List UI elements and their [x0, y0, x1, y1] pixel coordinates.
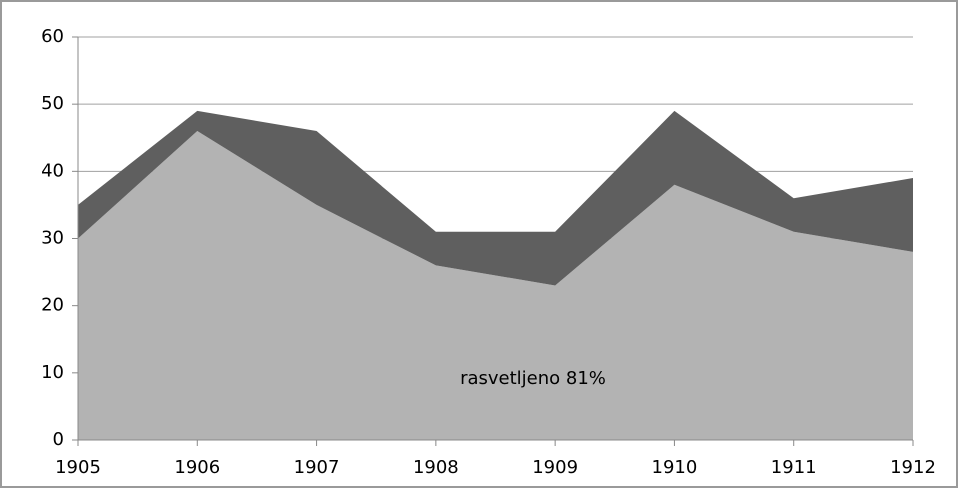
x-tick-label: 1907 [294, 457, 340, 478]
x-tick-label: 1912 [890, 457, 936, 478]
area [78, 131, 913, 441]
x-tick-label: 1908 [413, 457, 459, 478]
y-tick-label: 30 [41, 228, 64, 249]
x-tick-label: 1909 [532, 457, 578, 478]
y-tick-label: 0 [53, 429, 64, 450]
y-tick-label: 10 [41, 362, 64, 383]
x-tick-label: 1906 [174, 457, 220, 478]
y-tick-label: 50 [41, 93, 64, 114]
area [78, 110, 913, 286]
annotation: rasvetljeno 81% [460, 368, 606, 389]
x-tick-label: 1910 [652, 457, 698, 478]
y-tick-label: 20 [41, 295, 64, 316]
x-tick-label: 1905 [55, 457, 101, 478]
y-tick-label: 60 [41, 26, 64, 47]
y-tick-label: 40 [41, 160, 64, 181]
x-tick-label: 1911 [771, 457, 817, 478]
